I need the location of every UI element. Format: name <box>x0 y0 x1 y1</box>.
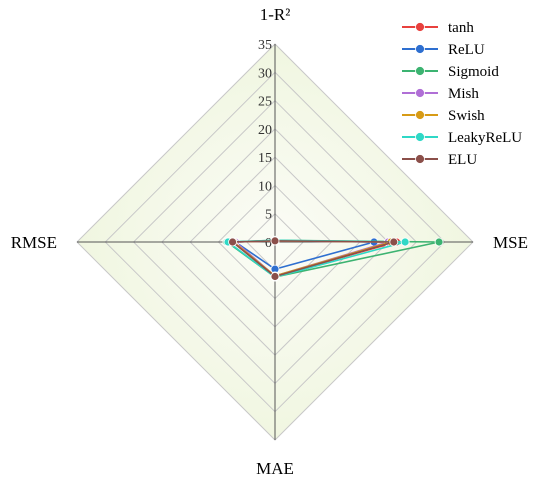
legend-marker <box>415 66 425 76</box>
radial-tick-label: 35 <box>258 38 272 53</box>
series-point <box>434 237 444 247</box>
series-point <box>270 272 280 281</box>
legend-marker <box>415 88 425 98</box>
legend-item: LeakyReLU <box>402 130 522 146</box>
series-elu <box>228 236 399 281</box>
legend-item: Mish <box>402 86 479 102</box>
legend-item: Sigmoid <box>402 64 499 80</box>
legend-item: ReLU <box>402 42 485 58</box>
legend-item: Swish <box>402 108 485 124</box>
legend: tanh ReLU Sigmoid Mish Swish LeakyReLU ELU <box>402 20 522 168</box>
legend-marker <box>415 154 425 164</box>
axis-labels: 1-R² MSE MAE RMSE <box>11 5 528 478</box>
legend-label: Swish <box>448 108 485 124</box>
series-point <box>228 237 237 247</box>
axis-label: 1-R² <box>260 5 291 24</box>
radial-tick-label: 5 <box>265 208 272 223</box>
legend-label: Mish <box>448 86 479 102</box>
radial-tick-label: 30 <box>258 66 272 81</box>
legend-marker <box>415 22 425 32</box>
legend-item: tanh <box>402 20 474 36</box>
legend-label: tanh <box>448 20 474 36</box>
series-point <box>389 237 399 247</box>
radial-tick-label: 15 <box>258 151 272 166</box>
legend-label: ELU <box>448 152 477 168</box>
radial-tick-label: 20 <box>258 123 272 138</box>
radial-tick-labels: 0 5 10 15 20 25 30 35 <box>258 38 272 251</box>
axis-label: MAE <box>256 459 294 478</box>
legend-marker <box>415 110 425 120</box>
axis-label: MSE <box>493 233 528 252</box>
legend-label: Sigmoid <box>448 64 499 80</box>
legend-marker <box>415 132 425 142</box>
legend-marker <box>415 44 425 54</box>
legend-label: LeakyReLU <box>448 130 522 146</box>
radial-tick-label: 10 <box>258 179 272 194</box>
radial-tick-label: 25 <box>258 95 272 110</box>
radar-series <box>222 235 444 282</box>
legend-label: ReLU <box>448 42 485 58</box>
series-point <box>400 237 410 247</box>
legend-item: ELU <box>402 152 477 168</box>
radial-tick-label: 0 <box>265 236 272 251</box>
axis-label: RMSE <box>11 233 57 252</box>
series-point <box>270 236 280 246</box>
